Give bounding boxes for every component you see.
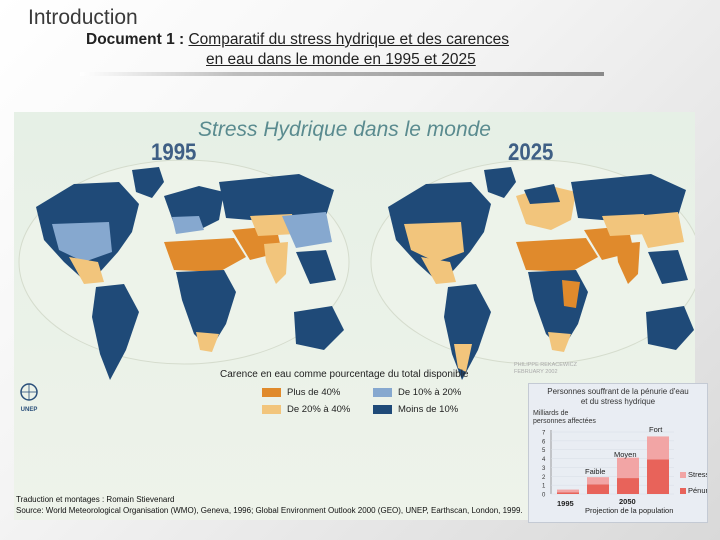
world-maps: [18, 159, 695, 380]
title-rule: [80, 72, 604, 76]
inset-title: Personnes souffrant de la pénurie d'eau …: [529, 387, 707, 407]
greenland-2025: [484, 167, 516, 198]
legend-swatch-dark-blue: [373, 405, 392, 414]
legend-label: Plus de 40%: [287, 387, 341, 398]
legend-swatch-light-blue: [373, 388, 392, 397]
greenland-1995: [132, 167, 164, 198]
bar-pnurie-3: [647, 459, 669, 494]
se-asia-1995: [296, 250, 336, 284]
document-title-line1: Comparatif du stress hydrique et des car…: [188, 31, 509, 48]
africa-1995: [176, 270, 236, 350]
usa-1995: [52, 222, 112, 262]
x-label-2050: 2050: [619, 497, 636, 506]
legend-item-10-20: De 10% à 20%: [373, 387, 461, 398]
y-tick-label: 5: [542, 448, 546, 454]
y-tick-label: 2: [542, 475, 546, 481]
credits: Traduction et montages : Romain Stievena…: [16, 494, 523, 516]
india-1995: [264, 242, 288, 284]
south-america-pale-2025: [454, 344, 472, 372]
mexico-2025: [421, 257, 456, 284]
map-credit: PHILIPPE REKACEWICZ FEBRUARY 2002: [514, 362, 577, 376]
x-caption: Projection de la population: [585, 506, 674, 515]
map-1995: [18, 159, 350, 380]
un-emblem-icon: [20, 383, 38, 401]
east-africa-2025: [562, 280, 580, 308]
legend-title: Carence en eau comme pourcentage du tota…: [220, 369, 469, 380]
australia-2025: [646, 306, 694, 350]
china-1995: [282, 212, 332, 248]
y-tick-label: 1: [542, 484, 546, 490]
legend-stress-label: Stress: [688, 470, 708, 479]
document-label: Document 1 :: [86, 31, 189, 48]
legend-penurie: Pénurie: [680, 486, 708, 495]
y-tick-label: 0: [542, 493, 546, 499]
inset-ylabel-line1: Milliards de: [533, 410, 569, 417]
inset-title-line2: et du stress hydrique: [580, 397, 656, 406]
south-africa-1995: [196, 332, 219, 352]
legend-stress: Stress: [680, 470, 708, 479]
bar-pnurie-0: [557, 492, 579, 494]
bar-stress-3: [647, 436, 669, 460]
south-america-1995: [92, 284, 139, 380]
australia-1995: [294, 306, 344, 350]
label-fort: Fort: [649, 425, 663, 434]
legend-label: De 10% à 20%: [398, 387, 462, 398]
legend-swatch-orange: [262, 388, 281, 397]
map-credit-name: PHILIPPE REKACEWICZ: [514, 362, 577, 368]
map-2025: [370, 159, 695, 380]
map-credit-date: FEBRUARY 2002: [514, 369, 558, 375]
credits-source: Source: World Meteorological Organisatio…: [16, 506, 523, 515]
inset-ylabel-line2: personnes affectées: [533, 418, 596, 425]
label-faible: Faible: [585, 467, 606, 476]
bar-stress-2: [617, 457, 639, 479]
inset-chart: Personnes souffrant de la pénurie d'eau …: [528, 383, 708, 523]
inset-title-line1: Personnes souffrant de la pénurie d'eau: [547, 387, 689, 396]
europe-south-1995: [172, 216, 204, 234]
legend-swatch-pale-orange: [262, 405, 281, 414]
unep-logo: UNEP: [16, 382, 42, 414]
page-heading: Introduction: [28, 6, 138, 29]
map-panel: Stress Hydrique dans le monde 1995 2025: [14, 112, 695, 520]
legend-stress-swatch: [680, 471, 686, 478]
y-tick-label: 7: [542, 431, 546, 437]
legend-item-over-40: Plus de 40%: [262, 387, 340, 398]
bar-stress-0: [557, 489, 579, 493]
legend-item-under-10: Moins de 10%: [373, 404, 458, 415]
y-tick-label: 6: [542, 439, 546, 445]
south-africa-2025: [548, 332, 571, 352]
legend-label: Moins de 10%: [398, 404, 459, 415]
bar-pnurie-2: [617, 478, 639, 494]
se-asia-2025: [648, 250, 688, 284]
legend-label: De 20% à 40%: [287, 404, 351, 415]
europe-north-2025: [524, 184, 560, 204]
mexico-1995: [69, 257, 104, 284]
russia-2025: [571, 174, 686, 222]
inset-plot: 7 6 5 4 3 2 1 0: [542, 430, 674, 499]
inset-ylabel: Milliards de personnes affectées: [533, 410, 596, 426]
legend-penurie-swatch: [680, 487, 686, 494]
document-title: Document 1 : Comparatif du stress hydriq…: [86, 30, 509, 49]
map-title: Stress Hydrique dans le monde: [198, 118, 491, 141]
russia-1995: [219, 174, 334, 222]
india-2025: [616, 242, 640, 284]
y-tick-label: 3: [542, 466, 546, 472]
bar-pnurie-1: [587, 484, 609, 494]
china-2025: [634, 212, 684, 248]
credits-translation: Traduction et montages : Romain Stievena…: [16, 495, 175, 504]
document-title-line2: en eau dans le monde en 1995 et 2025: [206, 51, 476, 68]
unep-logo-text: UNEP: [20, 407, 38, 413]
north-africa-1995: [164, 238, 246, 272]
north-africa-2025: [516, 238, 598, 272]
label-moyen: Moyen: [614, 450, 637, 459]
legend-penurie-label: Pénurie: [688, 486, 708, 495]
legend-item-20-40: De 20% à 40%: [262, 404, 350, 415]
usa-2025: [404, 222, 464, 262]
x-label-1995: 1995: [557, 499, 574, 508]
bar-stress-1: [587, 477, 609, 485]
south-america-2025: [444, 284, 491, 380]
y-tick-label: 4: [542, 457, 546, 463]
